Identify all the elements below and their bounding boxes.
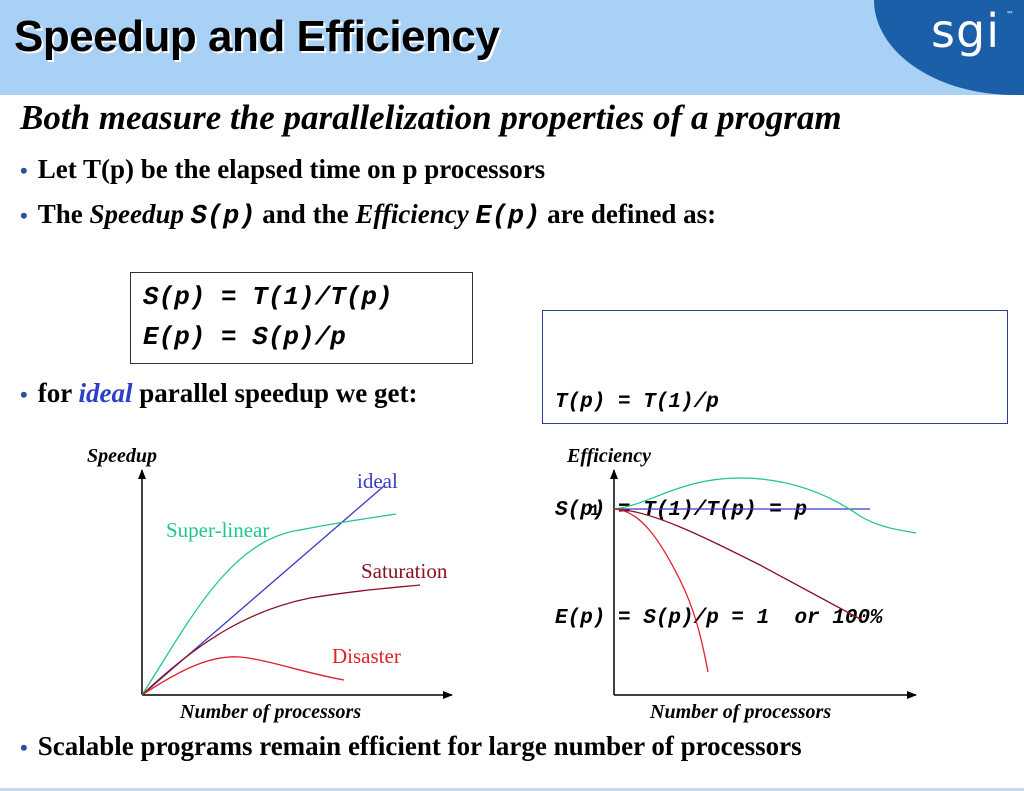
bullet-text: The xyxy=(37,199,90,229)
superlinear-label: Super-linear xyxy=(166,518,269,542)
disaster-curve xyxy=(141,656,345,696)
bullet-definitions: • The Speedup S(p) and the Efficiency E(p… xyxy=(20,199,716,232)
slide-title: Speedup and Efficiency xyxy=(14,12,500,61)
disaster-label: Disaster xyxy=(332,644,401,668)
bullet-dot: • xyxy=(20,203,28,228)
definition-efficiency: E(p) = S(p)/p xyxy=(143,322,346,352)
bullet-text: parallel speedup we get: xyxy=(132,378,418,408)
bullet-dot: • xyxy=(20,382,28,407)
slide-subtitle: Both measure the parallelization propert… xyxy=(20,98,842,137)
ideal-time: T(p) = T(1)/p xyxy=(555,391,719,414)
sgi-logo: sgi xyxy=(931,4,1000,58)
ideal-efficiency: E(p) = S(p)/p = 1 or 100% xyxy=(555,607,883,630)
ideal-speedup: S(p) = T(1)/T(p) = p xyxy=(555,499,808,522)
ideal-term: ideal xyxy=(78,378,133,408)
bullet-text: are defined as: xyxy=(540,199,717,229)
superlinear-efficiency-curve xyxy=(613,477,917,534)
speedup-x-label: Number of processors xyxy=(179,701,361,723)
speedup-y-label: Speedup xyxy=(87,445,157,467)
saturation-efficiency-curve xyxy=(613,508,863,621)
speedup-term: Speedup xyxy=(89,199,184,229)
bullet-scalable: • Scalable programs remain efficient for … xyxy=(20,731,802,762)
efficiency-symbol: E(p) xyxy=(475,202,541,232)
efficiency-tick-one: 1 xyxy=(590,502,600,520)
definitions-box: S(p) = T(1)/T(p) E(p) = S(p)/p xyxy=(130,272,473,364)
speedup-chart: Speedup Number of processors ideal Super… xyxy=(87,445,453,723)
ideal-formulas-box: T(p) = T(1)/p S(p) = T(1)/T(p) = p E(p) … xyxy=(542,310,1008,630)
superlinear-curve xyxy=(141,513,397,696)
saturation-curve xyxy=(141,584,421,696)
bullet-elapsed-time: • Let T(p) be the elapsed time on p proce… xyxy=(20,154,545,185)
trademark-mark: ™ xyxy=(1006,10,1014,19)
bullet-text: and the xyxy=(255,199,356,229)
bullet-text: for xyxy=(37,378,79,408)
ideal-label: ideal xyxy=(357,469,398,493)
efficiency-chart: Efficiency Number of processors 1 xyxy=(566,445,917,723)
saturation-label: Saturation xyxy=(361,559,448,583)
bullet-dot: • xyxy=(20,735,28,760)
efficiency-term: Efficiency xyxy=(355,199,469,229)
disaster-efficiency-curve xyxy=(613,508,709,673)
bullet-text: Scalable programs remain efficient for l… xyxy=(37,731,802,761)
efficiency-y-label: Efficiency xyxy=(566,445,651,467)
footer-divider xyxy=(0,788,1024,791)
definition-speedup: S(p) = T(1)/T(p) xyxy=(143,282,393,312)
efficiency-x-label: Number of processors xyxy=(649,701,831,723)
bullet-dot: • xyxy=(20,158,28,183)
bullet-text: Let T(p) be the elapsed time on p proces… xyxy=(37,154,546,184)
header-bar: Speedup and Efficiency sgi ™ xyxy=(0,0,1024,95)
speedup-symbol: S(p) xyxy=(190,202,256,232)
bullet-ideal: • for ideal parallel speedup we get: xyxy=(20,378,417,409)
